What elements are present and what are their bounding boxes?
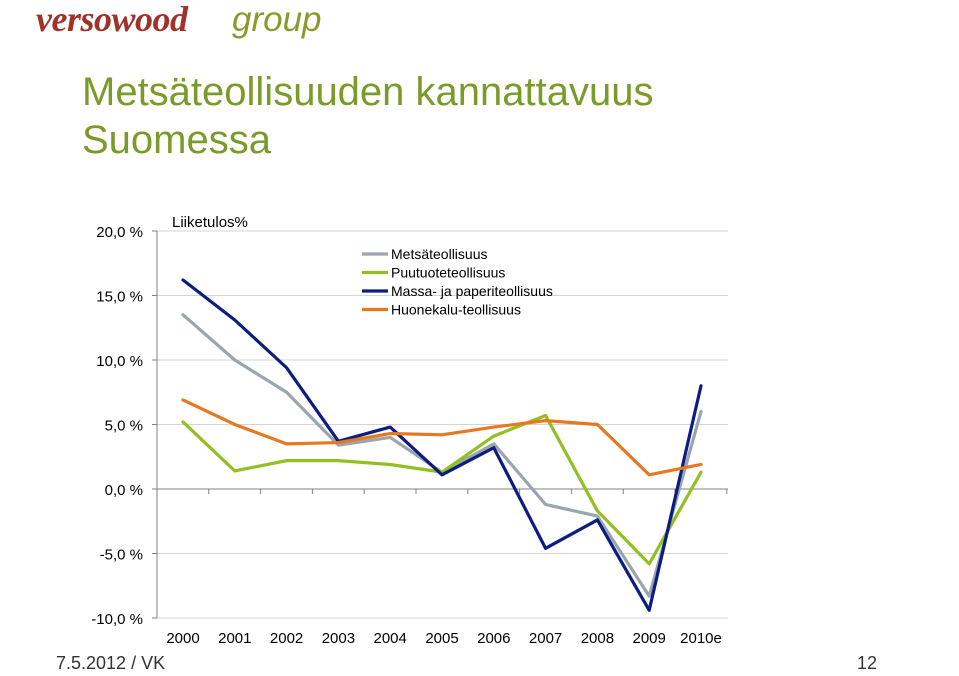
y-tick-label: 5,0 % — [105, 418, 143, 435]
x-tick-labels: 2000 2001 2002 2003 2004 2005 2006 2007 2008 2009… — [166, 630, 722, 647]
y-tick-label: -5,0 % — [100, 547, 143, 564]
chart-title: Liiketulos% — [172, 214, 248, 231]
x-tick-label: 2008 — [581, 630, 614, 647]
y-tick-label: 15,0 % — [96, 289, 143, 306]
x-tick-label: 2006 — [477, 630, 510, 647]
x-tick-label: 2000 — [166, 630, 199, 647]
series-line-2 — [181, 413, 703, 566]
axis-layer — [152, 230, 728, 619]
x-tick-label: 2002 — [270, 630, 303, 647]
footer-date-author: 7.5.2012 / VK — [56, 653, 166, 673]
y-tick-labels: 20,0 % 15,0 % 10,0 % 5,0 % 0,0 % -5,0 % -10,0 … — [91, 224, 143, 628]
series-line-3 — [181, 278, 703, 612]
y-tick-label: 20,0 % — [96, 224, 143, 241]
legend-label: Massa- ja paperiteollisuus — [391, 283, 553, 299]
x-tick-label: 2005 — [425, 630, 458, 647]
logo-group-text: group — [232, 0, 322, 39]
x-tick-label: 2009 — [633, 630, 666, 647]
x-tick-label: 2001 — [218, 630, 251, 647]
x-tick-label: 2004 — [374, 630, 407, 647]
legend-label: Huonekalu-teollisuus — [391, 302, 521, 318]
series-layer — [181, 278, 703, 612]
footer-page-number: 12 — [857, 653, 878, 673]
x-tick-label: 2010e — [680, 630, 722, 647]
legend-label: Puutuoteteollisuus — [391, 265, 505, 281]
slide-title: Metsäteollisuuden kannattavuus Suomessa — [82, 70, 654, 162]
x-tick-label: 2003 — [322, 630, 355, 647]
y-tick-label: -10,0 % — [91, 611, 143, 628]
logo-brand-text: versowood — [36, 0, 188, 39]
legend: Metsäteollisuus Puutuoteteollisuus Massa- … — [362, 246, 553, 318]
series-line-4 — [181, 398, 703, 477]
x-tick-label: 2007 — [529, 630, 562, 647]
legend-label: Metsäteollisuus — [391, 246, 488, 262]
y-tick-label: 0,0 % — [105, 482, 143, 499]
y-tick-label: 10,0 % — [96, 353, 143, 370]
